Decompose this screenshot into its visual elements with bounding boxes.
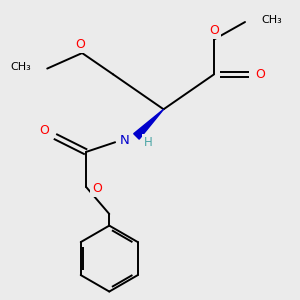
Text: O: O bbox=[209, 24, 219, 38]
Text: O: O bbox=[75, 38, 85, 51]
Text: N: N bbox=[120, 134, 130, 147]
Text: O: O bbox=[255, 68, 265, 81]
Text: CH₃: CH₃ bbox=[10, 61, 31, 72]
Polygon shape bbox=[134, 109, 164, 139]
Text: O: O bbox=[39, 124, 49, 137]
Text: H: H bbox=[144, 136, 152, 149]
Text: CH₃: CH₃ bbox=[261, 15, 282, 25]
Text: O: O bbox=[92, 182, 102, 195]
